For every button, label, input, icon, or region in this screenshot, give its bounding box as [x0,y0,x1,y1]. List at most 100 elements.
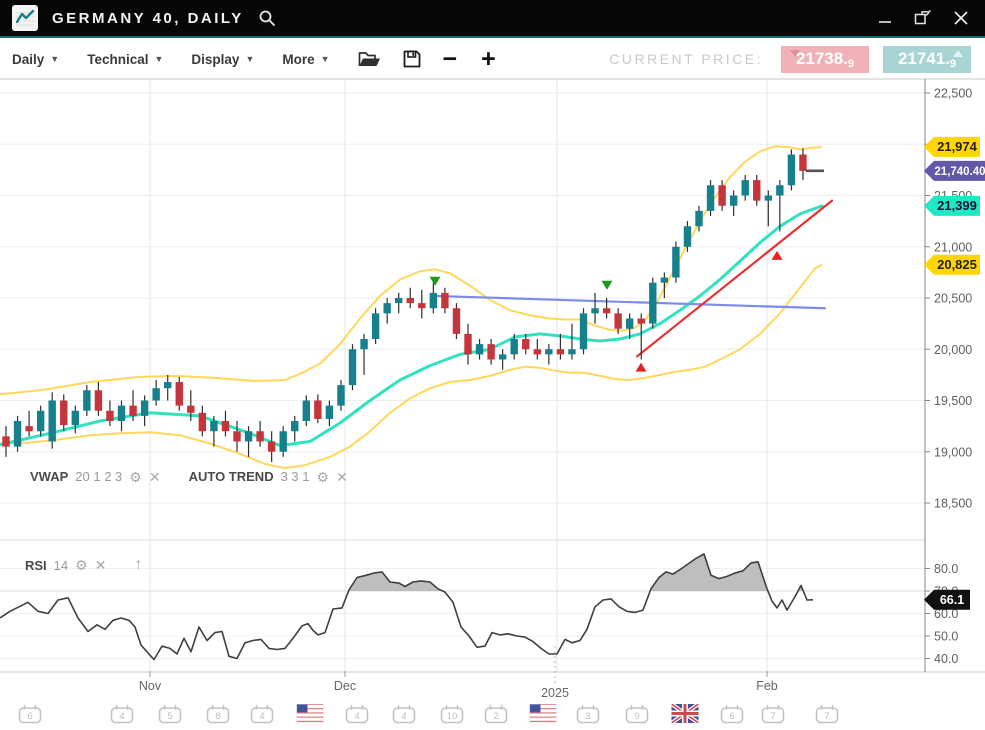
calendar-event-icon[interactable]: 4 [250,704,274,729]
candle-up [395,298,403,304]
candle-up [48,400,56,442]
close-icon[interactable] [953,10,969,26]
buy-price-button[interactable]: 21741. 9 [883,45,971,73]
candle-up [291,421,299,432]
candle-up [706,185,715,211]
green-trend-marker [429,276,441,286]
zoom-out-button[interactable]: − [442,44,458,73]
calendar-event-icon[interactable]: 6 [720,704,744,729]
candle-up [649,282,657,324]
rsi-overbought-fill [0,553,813,591]
rsi-tick-label: 60.0 [934,607,958,621]
candle-up [36,410,45,432]
current-price-label: CURRENT PRICE: [609,51,763,67]
chevron-down-icon: ▼ [245,54,255,64]
vwap-params: 20 1 2 3 [75,469,123,484]
candle-up [210,421,218,432]
sell-price-button[interactable]: 21738. 9 [781,45,869,73]
candle-down [106,410,114,421]
menu-technical[interactable]: Technical ▼ [87,52,163,67]
candle-up [787,154,796,186]
candle-up [360,339,368,350]
timeline-month-label: Feb [756,679,778,693]
vwap-settings-gear-icon[interactable]: ⚙ [129,468,142,485]
title-bar: GERMANY 40, DAILY [0,0,985,38]
rsi-settings-gear-icon[interactable]: ⚙ [75,557,88,573]
candle-down [556,349,565,355]
auto-trend-remove-icon[interactable]: ✕ [336,468,348,485]
candle-up [683,226,692,247]
bollinger-upper-band-line [0,145,823,396]
candle-up [371,313,380,339]
rsi-remove-icon[interactable]: ✕ [94,557,107,573]
candle-up [117,405,126,421]
timeline-year-label: 2025 [541,686,569,700]
calendar-event-icon[interactable]: 9 [625,704,649,729]
calendar-event-icon[interactable]: 3 [576,704,600,729]
candle-down [187,405,195,413]
candle-up [591,308,599,314]
calendar-event-icon[interactable]: 10 [440,704,464,729]
chart-toolbar: Daily ▼ Technical ▼ Display ▼ More ▼ − +… [0,40,985,79]
search-icon[interactable] [258,9,276,27]
auto-trend-settings-gear-icon[interactable]: ⚙ [316,468,330,485]
candle-up [348,349,357,386]
price-badge-lower-band-text: 20,825 [937,257,977,272]
chevron-down-icon: ▼ [50,54,60,64]
calendar-event-icon[interactable]: 5 [158,704,182,729]
chevron-down-icon: ▼ [154,54,164,64]
price-tick-label: 20,000 [934,343,972,357]
open-folder-icon[interactable] [358,51,381,68]
app-logo-icon [12,5,38,31]
calendar-event-icon[interactable]: 4 [110,704,134,729]
menu-timeframe[interactable]: Daily ▼ [12,52,59,67]
rsi-period: 14 [53,557,69,573]
candle-down [25,426,33,432]
overlay-indicator-labels: VWAP 20 1 2 3 ⚙ ✕ AUTO TREND 3 3 1 ⚙ ✕ [30,469,348,484]
rsi-move-up-arrow-icon[interactable]: ↑ [134,556,143,573]
vwap-line [0,204,824,448]
window-title: GERMANY 40, DAILY [52,9,244,27]
menu-display-label: Display [191,51,240,67]
svg-text:7: 7 [824,711,829,722]
red-trend-marker [635,362,647,372]
menu-technical-label: Technical [87,51,149,67]
zoom-in-button[interactable]: + [481,44,496,73]
trendline-red [635,199,834,358]
us-flag-icon[interactable] [529,703,557,728]
price-tick-label: 19,000 [934,445,972,459]
candle-up [164,382,172,389]
vwap-remove-icon[interactable]: ✕ [148,468,161,485]
candle-up [545,349,553,355]
popout-button[interactable] [914,10,931,26]
candle-up [579,313,588,350]
rsi-tick-label: 40.0 [934,652,958,666]
calendar-event-icon[interactable]: 4 [392,704,416,729]
calendar-event-icon[interactable]: 4 [345,704,369,729]
candle-up [729,195,738,206]
bollinger-lower-band-line [0,263,823,470]
price-chart: 22,50022,00021,50021,00020,50020,00019,5… [0,79,985,700]
candle-down [718,185,726,206]
candlestick-series [2,148,807,462]
us-flag-icon[interactable] [296,703,324,728]
calendar-event-icon[interactable]: 8 [206,704,230,729]
calendar-event-icon[interactable]: 7 [761,704,785,729]
menu-more-label: More [282,51,315,67]
calendar-event-icon[interactable]: 2 [484,704,508,729]
svg-text:8: 8 [215,711,220,722]
uk-flag-icon[interactable] [670,702,700,728]
svg-text:10: 10 [447,711,458,722]
candle-down [614,313,622,329]
candle-up [244,431,253,442]
menu-more[interactable]: More ▼ [282,52,329,67]
minimize-button[interactable] [878,11,892,25]
menu-display[interactable]: Display ▼ [191,52,254,67]
svg-text:3: 3 [585,711,590,722]
candle-down [522,339,530,350]
calendar-event-icon[interactable]: 6 [18,704,42,729]
event-icon-row: 6 4 5 8 4 4 4 10 2 3 9 6 7 7 [0,702,985,729]
calendar-event-icon[interactable]: 7 [815,704,839,729]
save-icon[interactable] [403,50,421,68]
red-trend-marker [771,250,783,260]
